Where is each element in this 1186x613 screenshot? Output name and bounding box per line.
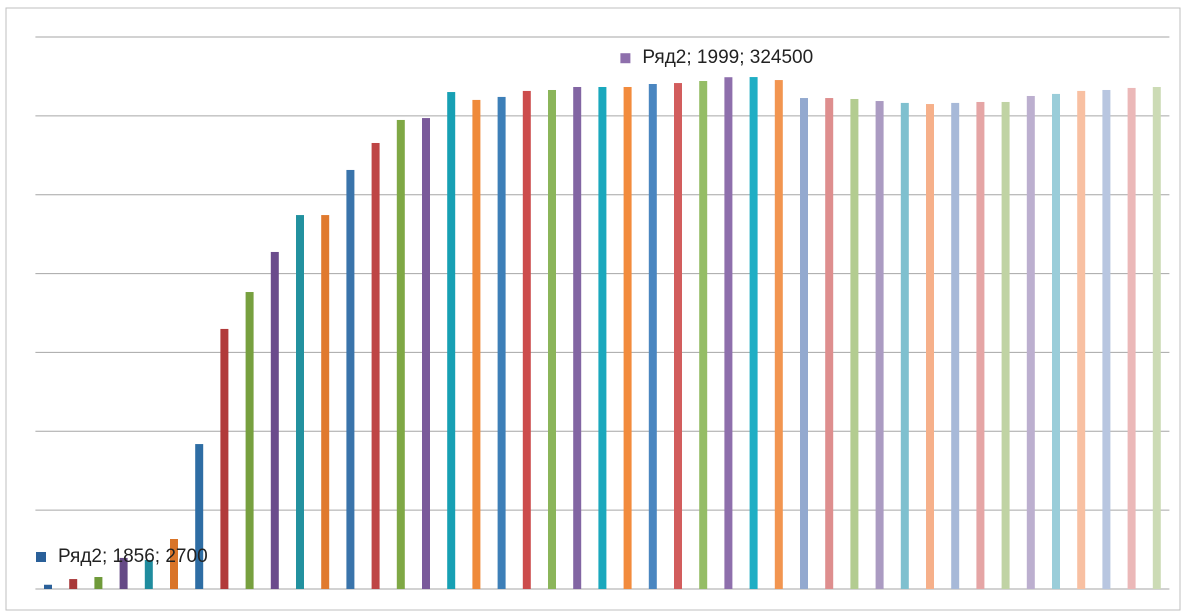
label-marker xyxy=(620,53,631,64)
bar xyxy=(850,98,859,589)
bar xyxy=(875,101,884,590)
bar xyxy=(774,80,783,589)
bar xyxy=(674,83,682,589)
bar xyxy=(1102,89,1111,589)
bar xyxy=(144,559,153,589)
bar xyxy=(1127,87,1136,589)
bar xyxy=(1026,95,1035,590)
bar xyxy=(472,99,481,589)
bar xyxy=(1077,90,1086,589)
bar xyxy=(270,251,279,589)
bar xyxy=(119,557,128,589)
bar xyxy=(497,96,506,589)
bar xyxy=(548,89,556,589)
bar xyxy=(976,101,985,590)
bar xyxy=(825,98,834,589)
bar xyxy=(699,81,708,589)
bar xyxy=(573,86,582,590)
bar xyxy=(1001,101,1010,590)
bar xyxy=(396,119,405,590)
bar xyxy=(598,86,607,590)
bar xyxy=(69,579,78,589)
bar xyxy=(623,86,632,590)
bar xyxy=(296,215,304,589)
bar xyxy=(648,83,657,590)
bar xyxy=(749,77,758,590)
bar xyxy=(447,92,456,589)
bar xyxy=(1052,93,1060,589)
bar xyxy=(371,142,380,589)
data-label: Ряд2; 1999; 324500 xyxy=(642,47,813,68)
bar xyxy=(926,104,934,590)
bar xyxy=(900,102,909,590)
bar xyxy=(170,539,178,589)
bar xyxy=(800,98,808,589)
bar xyxy=(724,77,733,590)
bar xyxy=(522,90,531,589)
bar xyxy=(422,118,430,590)
bar xyxy=(346,169,355,590)
bar xyxy=(1152,86,1161,590)
bar xyxy=(951,102,960,590)
data-label: Ряд2; 1856; 2700 xyxy=(58,546,208,567)
bar xyxy=(220,328,229,589)
bar xyxy=(321,215,330,589)
bar xyxy=(195,444,204,589)
bar xyxy=(245,292,254,589)
bar xyxy=(44,584,52,589)
label-marker xyxy=(36,552,46,562)
bar xyxy=(94,577,103,589)
